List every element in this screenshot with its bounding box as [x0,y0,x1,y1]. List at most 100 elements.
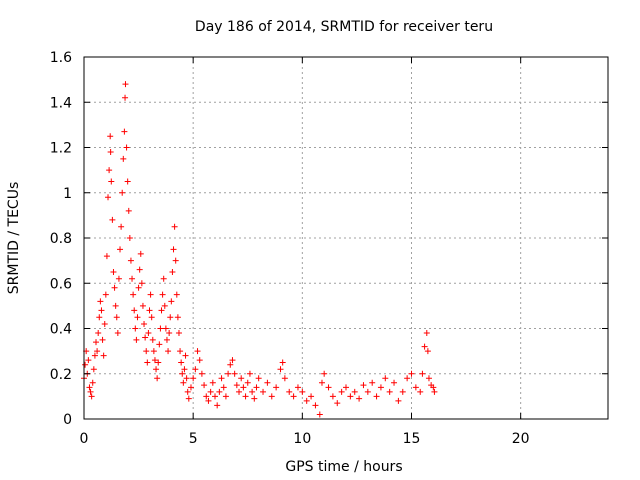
data-point [120,155,127,162]
data-point [277,366,284,373]
x-tick-label: 10 [293,431,311,447]
data-point [102,291,109,298]
data-point [134,314,141,321]
data-point [207,388,214,395]
data-point [212,393,218,400]
data-point [174,314,181,321]
data-point [135,284,142,291]
data-point [156,341,163,348]
y-tick-label: 1.6 [50,50,72,66]
data-point [308,393,315,400]
data-point [236,388,243,395]
data-point [369,379,376,386]
data-point [180,379,187,386]
x-tick-label: 20 [512,431,530,447]
data-point [124,178,131,185]
data-point [86,384,93,391]
data-point [107,149,114,156]
data-point [101,320,108,327]
y-tick-label: 0.6 [50,276,72,292]
data-point [136,266,143,273]
data-point [203,393,210,400]
data-point [201,382,208,389]
chart-title: Day 186 of 2014, SRMTID for receiver ter… [195,19,493,35]
y-tick-label: 1.2 [50,141,72,157]
data-point [318,379,325,386]
data-point [168,298,175,305]
data-point [94,348,101,355]
data-point [294,384,301,391]
data-point [229,357,236,364]
data-point [185,395,192,402]
data-point [93,339,100,346]
data-point [192,366,199,373]
data-point [249,388,256,395]
data-point [147,291,154,298]
y-tick-label: 0.4 [50,322,72,338]
data-point [181,366,188,373]
data-point [97,298,104,305]
data-point [425,375,432,382]
data-point [103,253,110,260]
data-point [175,330,182,337]
data-point [290,393,297,400]
data-point [240,384,247,391]
data-point [87,388,94,395]
data-point [281,375,288,382]
data-point [155,359,162,366]
data-point [171,223,178,230]
data-point [178,359,185,366]
data-point [88,393,95,400]
data-point [133,336,140,343]
data-point [144,359,151,366]
data-point [279,359,286,366]
x-tick-label: 15 [403,431,421,447]
data-point [132,325,139,332]
data-point [264,379,271,386]
data-point [109,216,116,223]
data-point [159,291,166,298]
data-point [149,336,156,343]
data-point [142,334,149,341]
data-point [123,144,130,151]
data-point [95,330,102,337]
data-point [179,370,186,377]
data-point [196,357,203,364]
data-point [338,388,345,395]
data-point [122,81,129,88]
data-point [377,384,384,391]
data-point [351,388,358,395]
data-point [111,284,118,291]
data-point [121,128,128,135]
data-point [165,348,172,355]
data-point [329,393,336,400]
data-point [273,384,280,391]
data-point [260,388,267,395]
data-point [227,361,234,368]
data-point [364,388,371,395]
data-point [360,382,367,389]
data-point [137,250,144,257]
x-axis-ticks: 0 5 10 15 20 [80,57,530,447]
data-point [391,379,398,386]
data-point [424,348,431,355]
data-point [110,268,117,275]
data-point [129,275,136,282]
data-point [141,320,148,327]
data-point [139,302,146,309]
x-tick-label: 5 [189,431,198,447]
data-point [130,291,137,298]
data-point [198,370,205,377]
data-point [126,235,133,241]
data-point [162,325,169,332]
data-point [157,325,164,332]
data-points [81,81,438,418]
data-point [91,352,98,359]
data-point [108,178,115,185]
data-point [225,370,232,377]
data-point [145,330,152,337]
data-point [151,357,158,364]
data-point [127,257,134,264]
data-point [233,382,240,389]
